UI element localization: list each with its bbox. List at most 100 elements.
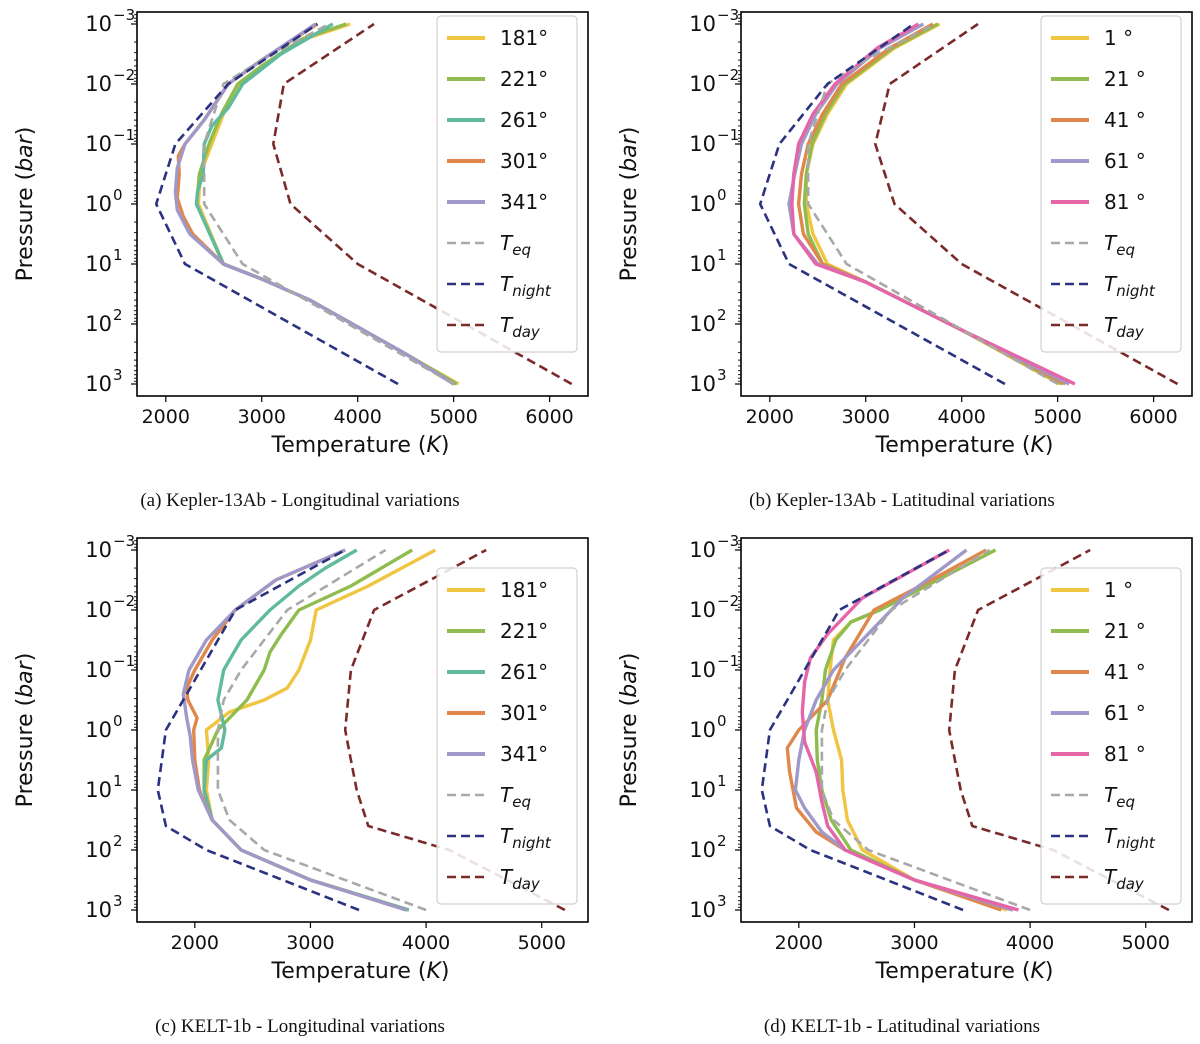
legend-label-6: Tnight [1104,272,1156,300]
y-tick-label: 10 [85,132,112,156]
y-tick-label: 10 [85,252,112,276]
x-axis-label: Temperature (K) [875,433,1054,458]
y-tick-exponent: 0 [717,186,727,204]
series-line-4 [173,22,455,386]
series-line-7 [873,22,1179,386]
series-line-5 [806,22,1059,386]
legend-label-1: 21 ° [1104,67,1146,91]
legend: 1 ° 21 ° 41 ° 61 ° 81 ° Teq Tnight Tday [1040,567,1182,905]
series-line-7 [271,22,573,386]
y-tick-label: 10 [85,72,112,96]
legend-label-4: 81 ° [1104,190,1146,214]
y-axis-label: Pressure (bar) [13,653,38,808]
series-line-4 [181,548,407,912]
legend: 181° 221° 261° 301° 341° Teq Tnight Tday [436,567,578,905]
legend-label-0: 181° [500,578,548,602]
series-line-5 [216,548,427,912]
y-axis-label: Pressure (bar) [13,127,38,282]
x-tick-label: 5000 [1033,406,1081,428]
y-tick-exponent: 2 [717,306,727,324]
y-tick-label: 10 [689,192,716,216]
legend-label-5: Teq [1104,231,1135,259]
y-tick-exponent: 3 [717,366,727,384]
y-tick-exponent: 2 [717,832,727,850]
legend-label-1: 221° [500,67,548,91]
x-tick-label: 4000 [334,406,382,428]
y-tick-exponent: −2 [717,592,739,610]
caption-a: (a) Kepler-13Ab - Longitudinal variation… [140,490,460,511]
legend-label-6: Tnight [1104,824,1156,852]
plot-lines [760,548,1170,912]
y-tick-label: 10 [85,598,112,622]
legend-label-3: 61 ° [1104,701,1146,725]
legend: 1 ° 21 ° 41 ° 61 ° 81 ° Teq Tnight Tday [1040,15,1182,353]
y-tick-label: 10 [689,838,716,862]
y-tick-exponent: −2 [113,592,135,610]
y-tick-exponent: −3 [113,532,135,550]
legend-label-0: 1 ° [1104,26,1133,50]
legend-label-2: 261° [500,108,548,132]
y-tick-exponent: −3 [717,532,739,550]
y-tick-exponent: −1 [113,652,135,670]
y-tick-exponent: 3 [717,892,727,910]
legend-label-7: Tday [500,313,541,341]
series-line-6 [760,548,964,912]
series-line-6 [758,22,1006,386]
y-tick-label: 10 [689,372,716,396]
x-axis-label: Temperature (K) [875,959,1054,984]
legend-label-7: Tday [500,865,541,893]
y-tick-label: 10 [85,192,112,216]
legend-box [1040,567,1182,905]
x-tick-label: 4000 [938,406,986,428]
legend-label-3: 301° [500,149,548,173]
legend-label-0: 1 ° [1104,578,1133,602]
y-tick-label: 10 [689,538,716,562]
y-tick-label: 10 [689,252,716,276]
x-tick-label: 5000 [429,406,477,428]
legend-label-1: 221° [500,619,548,643]
y-tick-exponent: 1 [717,772,727,790]
legend-label-6: Tnight [500,824,552,852]
y-tick-label: 10 [85,718,112,742]
caption-b: (b) Kepler-13Ab - Latitudinal variations [749,490,1055,511]
y-axis-label: Pressure (bar) [617,127,642,282]
x-tick-label: 5000 [518,932,566,954]
y-tick-label: 10 [85,538,112,562]
y-tick-exponent: 0 [113,712,123,730]
x-tick-label: 4000 [402,932,450,954]
x-tick-label: 2000 [775,932,823,954]
y-tick-exponent: −3 [717,6,739,24]
y-tick-label: 10 [85,372,112,396]
series-line-6 [154,22,399,386]
legend-label-5: Teq [500,783,531,811]
legend-label-4: 341° [500,190,548,214]
legend-label-4: 81 ° [1104,742,1146,766]
y-tick-label: 10 [689,898,716,922]
legend-label-4: 341° [500,742,548,766]
legend-label-5: Teq [500,231,531,259]
caption-c: (c) KELT-1b - Longitudinal variations [155,1016,445,1037]
y-tick-exponent: 1 [717,246,727,264]
series-line-5 [820,548,1031,912]
series-line-1 [814,548,1014,912]
y-tick-label: 10 [85,778,112,802]
y-tick-exponent: 1 [113,772,123,790]
series-line-6 [156,548,360,912]
legend-label-3: 61 ° [1104,149,1146,173]
y-axis-label: Pressure (bar) [617,653,642,808]
legend-label-7: Tday [1104,313,1145,341]
series-line-4 [800,548,1019,912]
y-tick-label: 10 [85,658,112,682]
x-tick-label: 3000 [842,406,890,428]
series-line-7 [343,548,566,912]
y-tick-label: 10 [85,12,112,36]
caption-d: (d) KELT-1b - Latitudinal variations [763,1016,1041,1037]
x-tick-label: 3000 [238,406,286,428]
x-tick-label: 3000 [286,932,334,954]
y-tick-exponent: 3 [113,366,123,384]
y-tick-exponent: 0 [113,186,123,204]
plot-lines [156,548,566,912]
legend-label-7: Tday [1104,865,1145,893]
